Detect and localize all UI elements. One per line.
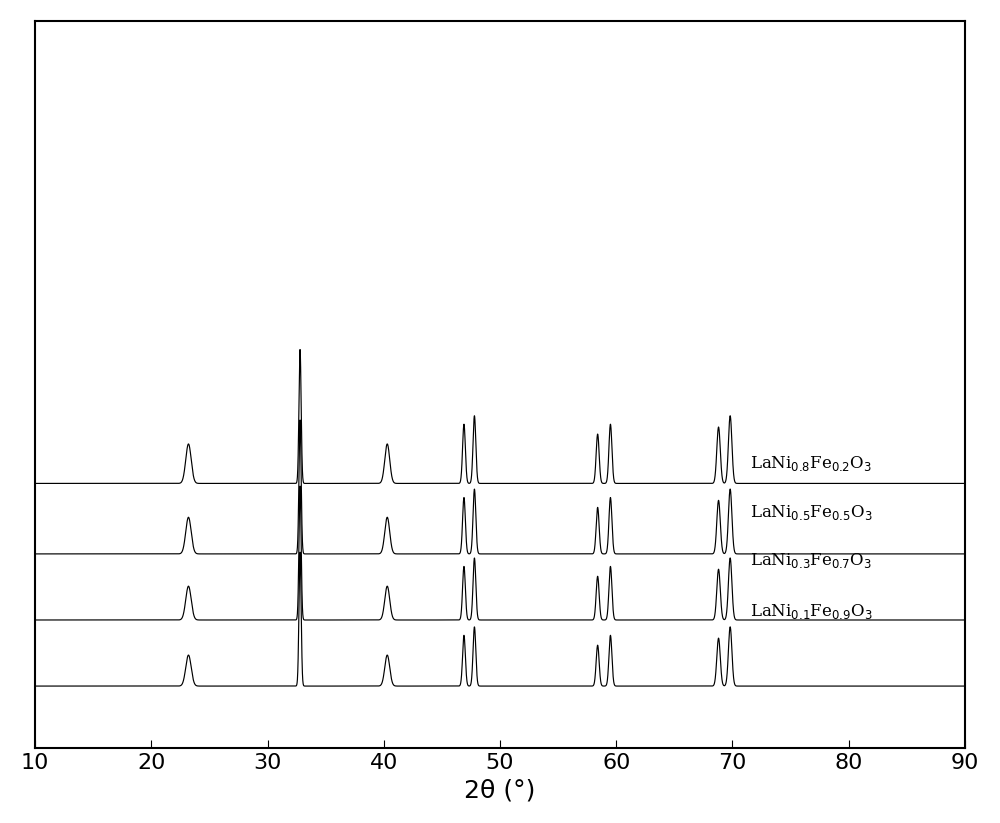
Text: LaNi$_{0.8}$Fe$_{0.2}$O$_{3}$: LaNi$_{0.8}$Fe$_{0.2}$O$_{3}$ (750, 454, 872, 473)
Text: LaNi$_{0.5}$Fe$_{0.5}$O$_{3}$: LaNi$_{0.5}$Fe$_{0.5}$O$_{3}$ (750, 503, 873, 522)
Text: LaNi$_{0.3}$Fe$_{0.7}$O$_{3}$: LaNi$_{0.3}$Fe$_{0.7}$O$_{3}$ (750, 551, 872, 570)
Text: LaNi$_{0.1}$Fe$_{0.9}$O$_{3}$: LaNi$_{0.1}$Fe$_{0.9}$O$_{3}$ (750, 602, 873, 621)
X-axis label: 2θ (°): 2θ (°) (464, 779, 536, 802)
